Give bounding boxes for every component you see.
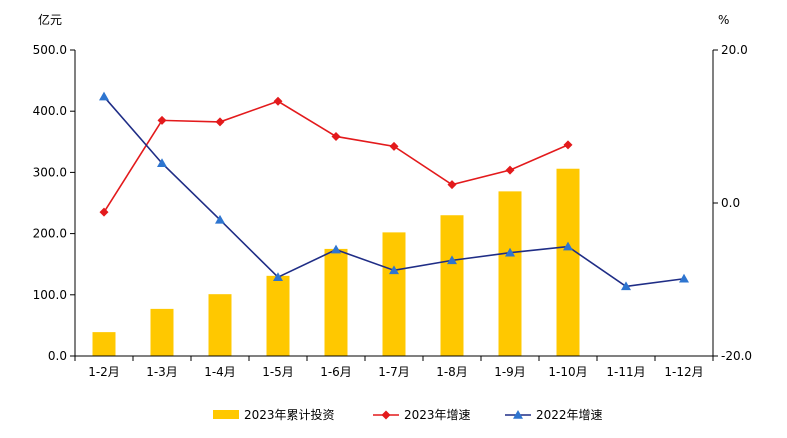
legend-item-1: 2023年累计投资 [213,407,335,422]
bar-1-2月 [92,332,116,356]
x-tick-label: 1-2月 [88,365,120,379]
left-axis-unit: 亿元 [38,12,62,27]
point-2023年增速-1-2月 [99,207,109,217]
point-2022年增速-1-4月 [215,214,225,224]
point-2022年增速-1-2月 [99,91,109,101]
bar-1-6月 [324,248,348,356]
point-2022年增速-1-7月 [389,265,399,275]
x-tick-label: 1-8月 [436,365,468,379]
point-2023年增速-1-10月 [563,140,573,150]
right-tick-label: 20.0 [721,43,748,57]
point-2022年增速-1-3月 [157,158,167,167]
legend-item-2: 2023年增速 [373,408,471,422]
right-axis-unit: % [718,13,729,27]
bar-1-5月 [266,275,290,356]
bar-1-8月 [440,215,464,356]
point-2023年增速-1-5月 [273,96,283,106]
point-2022年增速-1-9月 [505,247,515,257]
right-tick-label: 0.0 [721,196,740,210]
x-tick-label: 1-7月 [378,365,410,379]
point-2022年增速-1-8月 [447,255,457,265]
point-2022年增速-1-12月 [679,273,689,283]
bar-1-7月 [382,232,406,356]
legend: 2023年累计投资 2023年增速 2022年增速 [213,407,603,422]
x-tick-label: 1-5月 [262,365,294,379]
point-2023年增速-1-7月 [389,141,399,151]
left-tick-label: 200.0 [33,227,67,241]
left-tick-label: 300.0 [33,165,67,179]
bars-layer [92,168,580,356]
legend-swatch [213,410,239,419]
bar-1-4月 [208,294,232,356]
x-tick-label: 1-3月 [146,365,178,379]
point-2022年增速-1-11月 [621,281,631,291]
left-tick-label: 400.0 [33,104,67,118]
legend-item-3: 2022年增速 [505,408,603,422]
x-tick-label: 1-4月 [204,365,236,379]
x-tick-label: 1-11月 [606,365,645,379]
bar-1-9月 [498,191,522,356]
x-tick-label: 1-6月 [320,365,352,379]
bar-1-10月 [556,168,580,356]
right-tick-label: -20.0 [721,349,752,363]
point-2022年增速-1-6月 [331,244,341,254]
left-tick-label: 0.0 [48,349,67,363]
legend-label: 2023年累计投资 [244,407,335,422]
point-2022年增速-1-5月 [273,272,283,281]
left-tick-label: 100.0 [33,288,67,302]
legend-label: 2022年增速 [536,408,603,422]
x-tick-label: 1-12月 [664,365,703,379]
bar-1-3月 [150,308,174,356]
legend-marker [513,410,523,419]
x-tick-label: 1-9月 [494,365,526,379]
point-2023年增速-1-6月 [331,131,341,141]
legend-label: 2023年增速 [404,408,471,422]
point-2023年增速-1-8月 [447,180,457,190]
point-2022年增速-1-10月 [563,241,573,251]
axes-layer: 0.0 100.0 200.0 300.0 400.0 500.0 -20.0 0.0 20.0… [33,12,752,379]
point-2023年增速-1-9月 [505,165,515,175]
point-2023年增速-1-3月 [157,115,167,125]
legend-marker [381,410,391,420]
series-line-2023年增速 [103,100,569,213]
x-tick-label: 1-10月 [548,365,587,379]
lines-layer [99,91,689,291]
left-tick-label: 500.0 [33,43,67,57]
point-2023年增速-1-4月 [215,117,225,127]
